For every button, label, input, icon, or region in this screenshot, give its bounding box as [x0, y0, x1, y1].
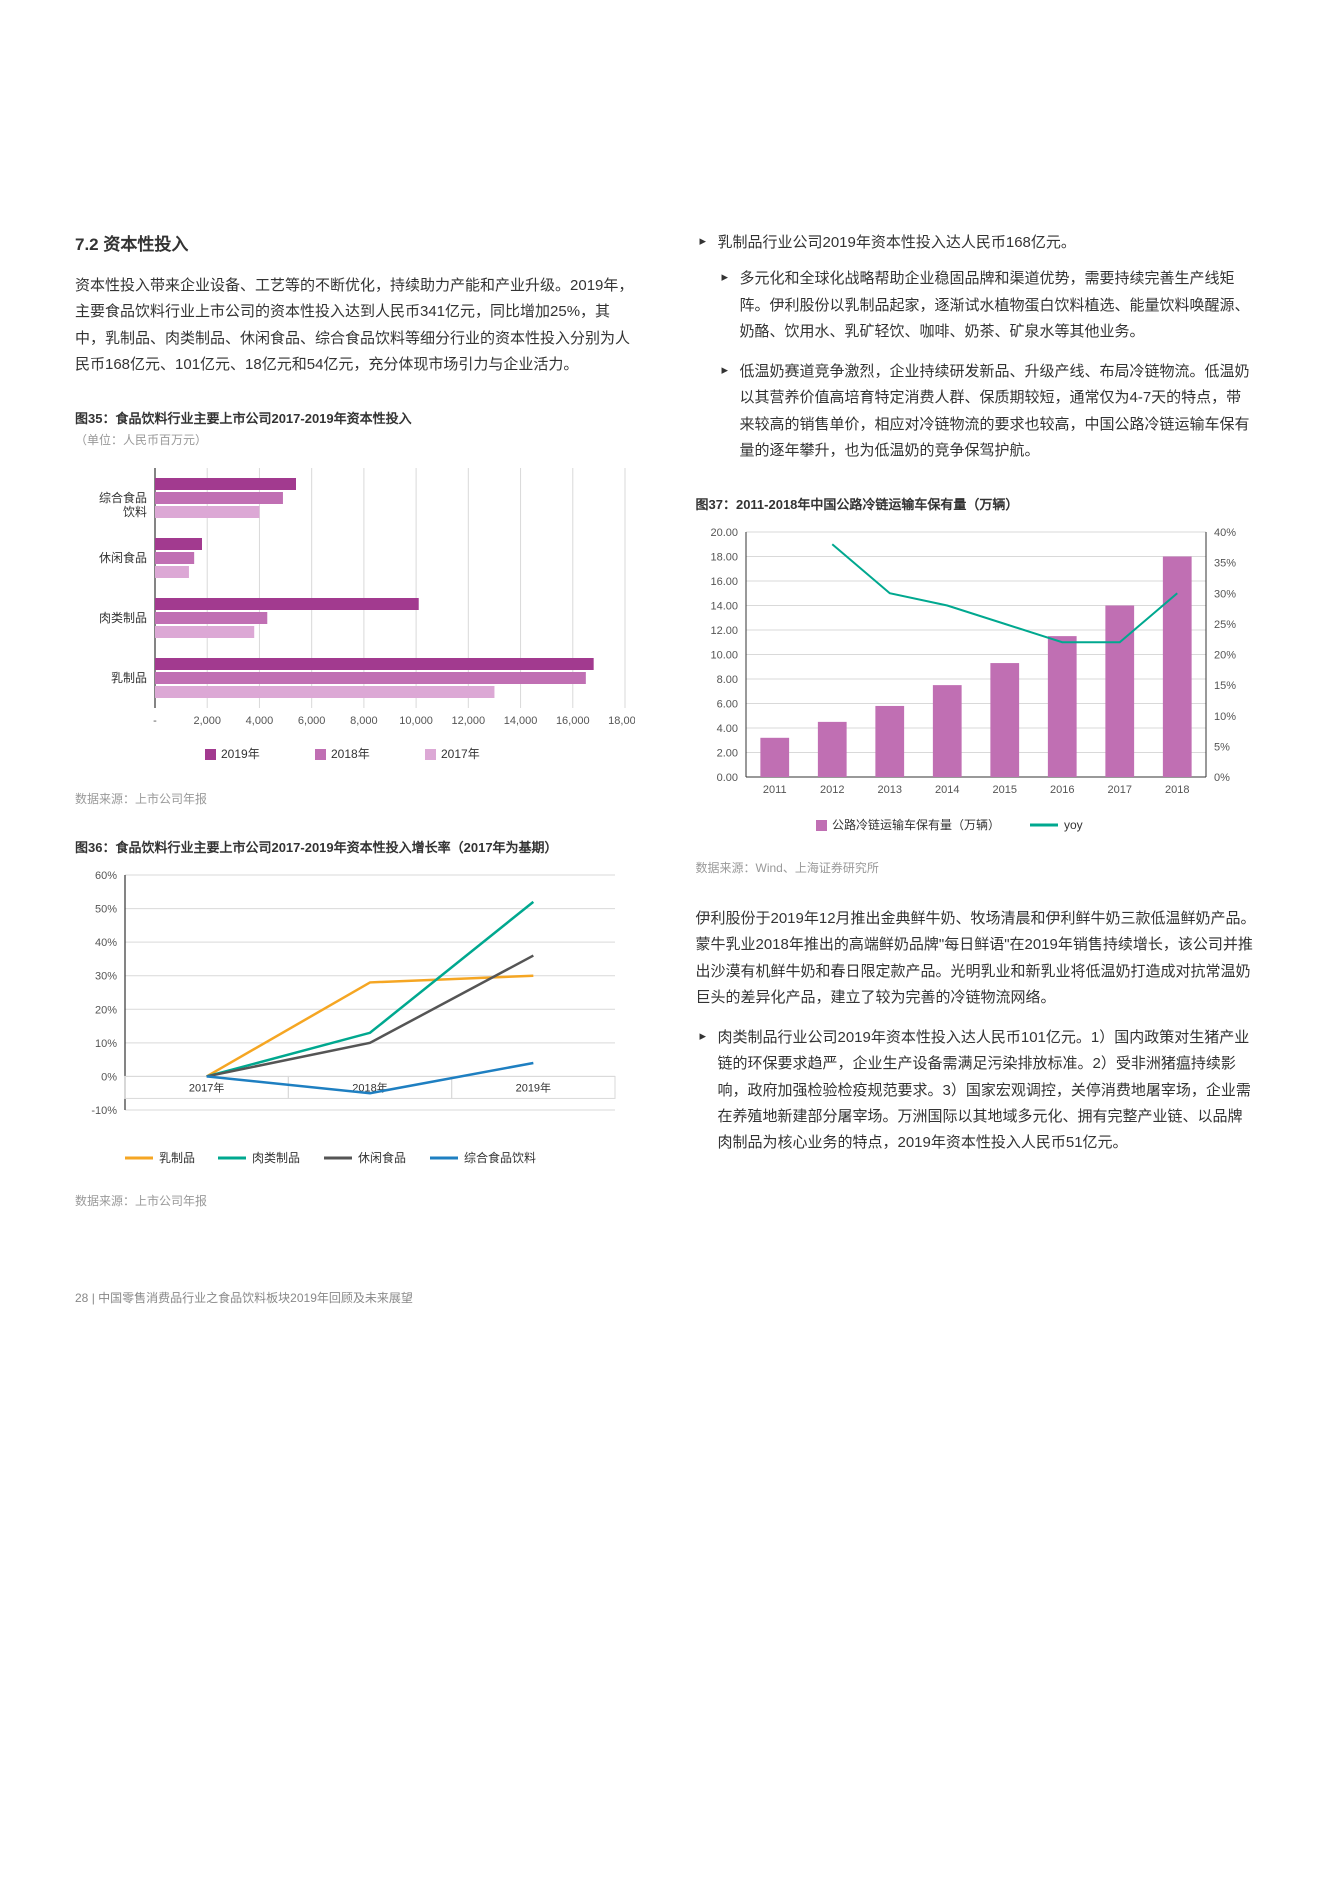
chart-36: -10%0%10%20%30%40%50%60%2017年2018年2019年乳…	[75, 860, 636, 1180]
chart-35-source: 数据来源：上市公司年报	[75, 790, 636, 807]
svg-text:4,000: 4,000	[246, 715, 274, 727]
svg-text:20%: 20%	[1214, 650, 1236, 662]
chart-35-title: 图35：食品饮料行业主要上市公司2017-2019年资本性投入	[75, 408, 636, 427]
svg-text:18.00: 18.00	[710, 552, 738, 564]
svg-text:2019年: 2019年	[221, 747, 260, 761]
svg-text:30%: 30%	[1214, 588, 1236, 600]
svg-text:肉类制品: 肉类制品	[99, 611, 147, 625]
svg-text:16,000: 16,000	[556, 715, 590, 727]
svg-text:综合食品: 综合食品	[99, 490, 147, 505]
svg-text:2.00: 2.00	[716, 748, 737, 760]
svg-text:2013: 2013	[877, 784, 901, 796]
svg-text:2,000: 2,000	[193, 715, 221, 727]
svg-text:-: -	[153, 715, 157, 727]
svg-text:0.00: 0.00	[716, 772, 737, 784]
svg-text:饮料: 饮料	[123, 505, 147, 519]
svg-text:16.00: 16.00	[710, 576, 738, 588]
svg-text:8.00: 8.00	[716, 674, 737, 686]
chart-37-source: 数据来源：Wind、上海证券研究所	[696, 859, 1257, 876]
svg-text:乳制品: 乳制品	[111, 671, 147, 685]
svg-text:休闲食品: 休闲食品	[99, 550, 147, 565]
svg-text:14,000: 14,000	[504, 715, 538, 727]
svg-text:2018: 2018	[1165, 784, 1189, 796]
footer-title: 中国零售消费品行业之食品饮料板块2019年回顾及未来展望	[98, 1291, 413, 1305]
svg-text:10%: 10%	[1214, 711, 1236, 723]
page-number: 28	[75, 1291, 88, 1305]
svg-text:2017年: 2017年	[189, 1080, 224, 1094]
svg-text:6,000: 6,000	[298, 715, 326, 727]
bullet-list-meat: 肉类制品行业公司2019年资本性投入达人民币101亿元。1）国内政策对生猪产业链…	[696, 1025, 1257, 1156]
svg-text:2015: 2015	[992, 784, 1016, 796]
svg-text:10,000: 10,000	[399, 715, 433, 727]
svg-text:0%: 0%	[1214, 772, 1230, 784]
svg-text:2017: 2017	[1107, 784, 1131, 796]
sub-bullet-1: 多元化和全球化战略帮助企业稳固品牌和渠道优势，需要持续完善生产线矩阵。伊利股份以…	[718, 266, 1257, 345]
svg-text:-10%: -10%	[91, 1105, 117, 1117]
svg-text:25%: 25%	[1214, 619, 1236, 631]
svg-text:40%: 40%	[1214, 527, 1236, 539]
svg-text:2011: 2011	[762, 784, 786, 796]
sub-bullet-2: 低温奶赛道竞争激烈，企业持续研发新品、升级产线、布局冷链物流。低温奶以其营养价值…	[718, 359, 1257, 464]
footer-sep: |	[92, 1291, 95, 1305]
svg-text:0%: 0%	[101, 1071, 117, 1083]
svg-text:2016: 2016	[1050, 784, 1074, 796]
svg-text:8,000: 8,000	[350, 715, 378, 727]
svg-text:乳制品: 乳制品	[159, 1151, 195, 1165]
svg-text:60%: 60%	[95, 870, 117, 882]
chart-36-title: 图36：食品饮料行业主要上市公司2017-2019年资本性投入增长率（2017年…	[75, 837, 636, 856]
svg-text:4.00: 4.00	[716, 723, 737, 735]
sub-bullets: 多元化和全球化战略帮助企业稳固品牌和渠道优势，需要持续完善生产线矩阵。伊利股份以…	[718, 266, 1257, 464]
svg-text:20%: 20%	[95, 1004, 117, 1016]
bullet-dairy-text: 乳制品行业公司2019年资本性投入达人民币168亿元。	[718, 234, 1076, 251]
svg-text:20.00: 20.00	[710, 527, 738, 539]
svg-text:yoy: yoy	[1064, 818, 1083, 832]
chart-35: - 2,000 4,000 6,000 8,000 10,000 12,000 14,000 1…	[75, 458, 636, 778]
right-column: 乳制品行业公司2019年资本性投入达人民币168亿元。 多元化和全球化战略帮助企…	[696, 230, 1257, 1209]
svg-text:2012: 2012	[820, 784, 844, 796]
section-heading: 7.2 资本性投入	[75, 230, 636, 255]
svg-text:综合食品饮料: 综合食品饮料	[464, 1150, 536, 1165]
page-footer: 28 | 中国零售消费品行业之食品饮料板块2019年回顾及未来展望	[75, 1289, 1256, 1306]
svg-text:休闲食品: 休闲食品	[358, 1150, 406, 1165]
svg-text:12.00: 12.00	[710, 625, 738, 637]
chart-36-source: 数据来源：上市公司年报	[75, 1192, 636, 1209]
paragraph-yili: 伊利股份于2019年12月推出金典鲜牛奶、牧场清晨和伊利鲜牛奶三款低温鲜奶产品。…	[696, 906, 1257, 1011]
chart-35-subtitle: （单位：人民币百万元）	[75, 431, 636, 448]
chart-37-title: 图37：2011-2018年中国公路冷链运输车保有量（万辆）	[696, 494, 1257, 513]
two-column-layout: 7.2 资本性投入 资本性投入带来企业设备、工艺等的不断优化，持续助力产能和产业…	[75, 230, 1256, 1209]
svg-text:2017年: 2017年	[441, 747, 480, 761]
svg-text:10.00: 10.00	[710, 650, 738, 662]
svg-text:2018年: 2018年	[331, 747, 370, 761]
svg-text:2019年: 2019年	[516, 1080, 551, 1094]
intro-paragraph: 资本性投入带来企业设备、工艺等的不断优化，持续助力产能和产业升级。2019年，主…	[75, 273, 636, 378]
svg-text:35%: 35%	[1214, 558, 1236, 570]
svg-text:公路冷链运输车保有量（万辆）: 公路冷链运输车保有量（万辆）	[832, 817, 1000, 832]
svg-text:6.00: 6.00	[716, 699, 737, 711]
svg-text:15%: 15%	[1214, 680, 1236, 692]
svg-text:5%: 5%	[1214, 741, 1230, 753]
left-column: 7.2 资本性投入 资本性投入带来企业设备、工艺等的不断优化，持续助力产能和产业…	[75, 230, 636, 1209]
svg-text:肉类制品: 肉类制品	[252, 1151, 300, 1165]
bullet-meat: 肉类制品行业公司2019年资本性投入达人民币101亿元。1）国内政策对生猪产业链…	[696, 1025, 1257, 1156]
bullet-list-top: 乳制品行业公司2019年资本性投入达人民币168亿元。 多元化和全球化战略帮助企…	[696, 230, 1257, 464]
bullet-dairy: 乳制品行业公司2019年资本性投入达人民币168亿元。 多元化和全球化战略帮助企…	[696, 230, 1257, 464]
svg-text:10%: 10%	[95, 1038, 117, 1050]
svg-text:12,000: 12,000	[452, 715, 486, 727]
svg-text:40%: 40%	[95, 937, 117, 949]
chart-37: 0.00 2.00 4.00 6.00 8.00 10.00 12.00 14.00 16.00…	[696, 517, 1257, 847]
svg-text:14.00: 14.00	[710, 601, 738, 613]
svg-text:50%: 50%	[95, 904, 117, 916]
svg-text:18,000: 18,000	[608, 715, 635, 727]
svg-text:2014: 2014	[935, 784, 959, 796]
svg-text:30%: 30%	[95, 971, 117, 983]
